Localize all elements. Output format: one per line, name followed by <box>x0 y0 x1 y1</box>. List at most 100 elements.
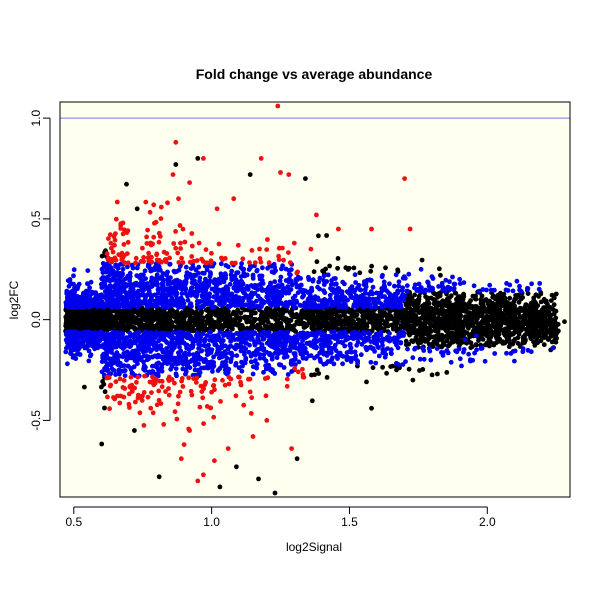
data-point-blue <box>122 373 128 378</box>
data-point <box>99 441 105 447</box>
data-point-blue <box>487 282 493 288</box>
data-point <box>314 314 320 320</box>
data-point <box>351 319 357 324</box>
data-point <box>131 309 137 315</box>
data-point <box>172 311 178 317</box>
data-point-blue <box>482 358 488 364</box>
data-point <box>217 319 222 324</box>
data-point <box>416 309 421 314</box>
data-point <box>235 323 241 328</box>
data-point <box>406 326 412 332</box>
data-point <box>335 256 341 261</box>
data-point <box>95 322 101 328</box>
data-point <box>491 313 497 319</box>
data-point <box>186 319 192 325</box>
data-point <box>340 309 346 315</box>
data-point <box>426 341 432 347</box>
data-point <box>540 307 545 312</box>
data-point <box>120 321 126 327</box>
data-point <box>409 295 415 301</box>
data-point <box>435 307 440 313</box>
data-point <box>314 259 320 265</box>
data-point <box>511 330 517 336</box>
data-point-blue <box>421 356 427 362</box>
data-point <box>455 325 461 331</box>
chart-title: Fold change vs average abundance <box>196 66 433 82</box>
data-point-blue <box>187 351 192 357</box>
data-point <box>329 312 335 318</box>
data-point <box>408 315 413 321</box>
data-point-blue <box>120 266 126 272</box>
data-point <box>375 323 380 328</box>
data-point <box>478 323 484 329</box>
data-point-blue <box>368 339 374 344</box>
data-point <box>545 337 551 342</box>
data-point <box>248 314 254 319</box>
data-point <box>428 305 434 311</box>
data-point-blue <box>113 372 118 377</box>
data-point <box>124 181 129 187</box>
data-point <box>502 296 508 302</box>
data-point-blue <box>296 359 302 365</box>
data-point <box>107 320 113 326</box>
data-point-blue <box>229 268 235 274</box>
data-point <box>209 309 215 315</box>
data-point <box>445 343 451 349</box>
data-point <box>474 315 480 321</box>
data-point <box>158 320 164 325</box>
data-point <box>370 309 376 315</box>
data-point <box>536 330 542 336</box>
data-point <box>421 327 426 333</box>
data-point <box>495 300 500 306</box>
data-point <box>380 364 385 370</box>
data-point <box>506 323 511 329</box>
data-point-blue <box>392 283 397 289</box>
data-point <box>303 176 308 182</box>
data-point <box>528 334 533 340</box>
data-point <box>408 299 414 305</box>
data-point <box>212 324 217 330</box>
data-point-blue <box>331 361 337 367</box>
data-point <box>429 372 435 378</box>
data-point <box>200 323 206 328</box>
data-point <box>536 313 542 319</box>
data-point <box>458 319 464 325</box>
data-point-blue <box>550 345 556 351</box>
data-point <box>390 363 395 369</box>
data-point-blue <box>466 351 471 357</box>
data-point-blue <box>326 346 332 351</box>
data-point-blue <box>247 342 252 348</box>
data-point <box>532 316 537 322</box>
data-point <box>425 295 431 301</box>
data-point <box>258 315 264 321</box>
data-point-blue <box>310 278 316 284</box>
data-point <box>403 338 409 344</box>
data-point <box>370 313 376 319</box>
data-point <box>330 319 335 325</box>
data-point <box>478 298 484 304</box>
data-point <box>488 339 493 345</box>
data-point-blue <box>143 276 149 281</box>
data-point <box>293 329 298 334</box>
data-point-blue <box>210 369 215 374</box>
data-point <box>239 323 245 328</box>
data-point-blue <box>472 350 477 356</box>
data-point <box>459 308 465 313</box>
data-point <box>391 323 397 329</box>
data-point <box>494 327 499 332</box>
data-point <box>150 323 155 328</box>
data-point <box>99 384 104 390</box>
data-point <box>363 309 369 315</box>
data-point <box>371 324 376 330</box>
data-point <box>562 319 567 325</box>
data-point <box>486 331 492 337</box>
data-point-blue <box>362 287 368 292</box>
data-point <box>490 304 496 309</box>
data-point <box>526 321 532 326</box>
data-point <box>88 321 94 327</box>
data-point <box>422 321 428 326</box>
data-point <box>473 342 479 347</box>
data-point <box>468 340 474 346</box>
data-point <box>149 307 155 313</box>
data-point <box>410 377 416 383</box>
